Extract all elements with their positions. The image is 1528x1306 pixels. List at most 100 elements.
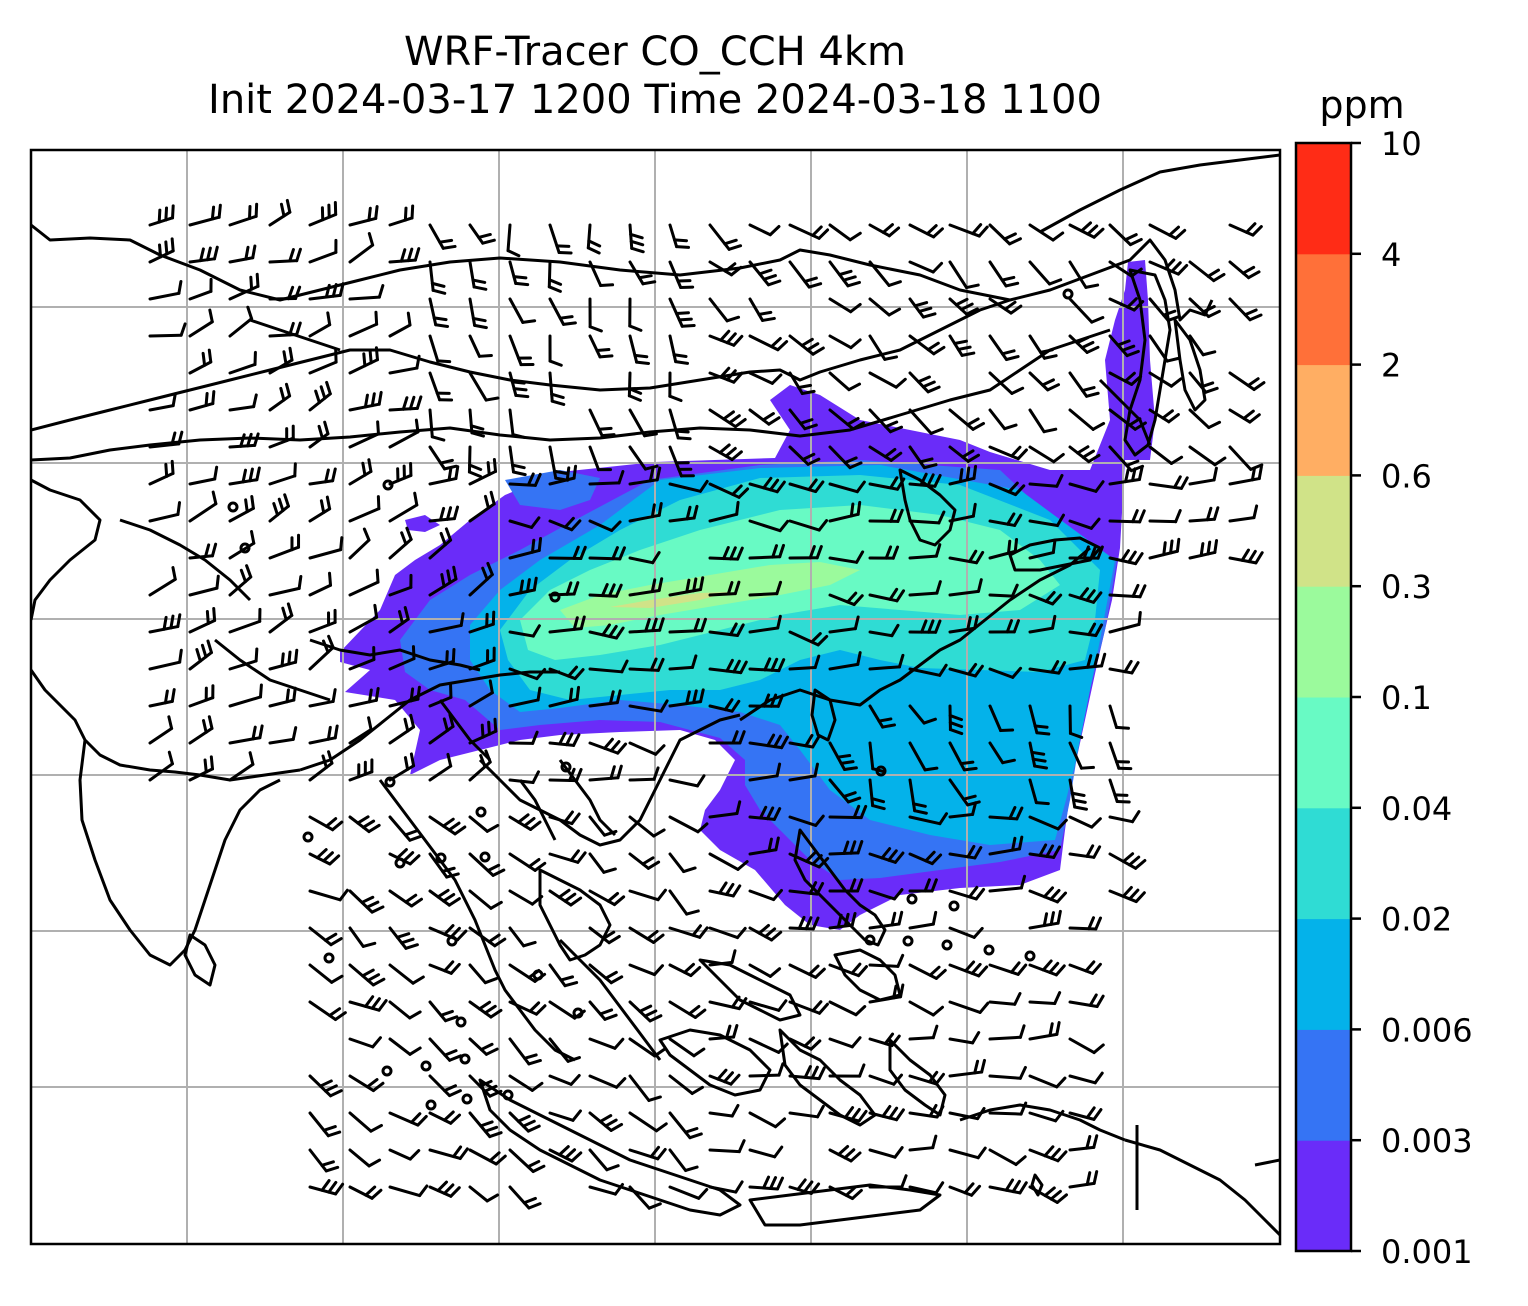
wind-barb-feather: [547, 285, 562, 293]
wind-barb-staff: [628, 260, 645, 286]
wind-barb-feather: [1068, 731, 1084, 739]
calm-wind-marker: [902, 935, 914, 947]
wind-barb-feather: [728, 414, 741, 425]
wind-barb-feather: [324, 1165, 340, 1173]
wind-barb-staff: [628, 1111, 658, 1133]
wind-barb-staff: [1068, 408, 1095, 431]
coastline: [31, 223, 1214, 322]
wind-barb-feather: [848, 231, 862, 242]
wind-barb-feather: [483, 1004, 497, 1015]
wind-barb-feather: [763, 657, 772, 672]
wind-barb-feather: [415, 395, 423, 410]
coastline: [1039, 153, 1280, 234]
coastline: [1254, 1158, 1280, 1167]
wind-barb-feather: [527, 857, 541, 869]
wind-barb-staff: [1108, 778, 1119, 803]
wind-barb-staff: [548, 741, 576, 747]
calm-wind-marker: [1062, 288, 1074, 300]
wind-barb-feather: [627, 394, 642, 402]
wind-barb-feather: [811, 225, 823, 237]
wind-barb-feather: [291, 726, 298, 741]
wind-barb-staff: [188, 726, 214, 745]
wind-barb-staff: [988, 445, 1020, 461]
wind-barb-feather: [775, 580, 783, 596]
wind-barb-staff: [788, 963, 818, 979]
wind-barb-staff: [1108, 297, 1136, 312]
wind-barb-staff: [1028, 371, 1050, 392]
wind-barb-staff: [508, 698, 540, 708]
wind-barb-staff: [868, 922, 901, 930]
wind-barb-staff: [1188, 334, 1205, 357]
wind-barb-feather: [408, 1010, 422, 1020]
wind-barb-staff: [188, 402, 215, 412]
wind-barb-feather: [966, 417, 980, 427]
wind-barb-staff: [748, 1000, 781, 1012]
wind-barb-feather: [281, 606, 288, 622]
wind-barb-feather: [962, 794, 977, 801]
wind-barb-staff: [948, 297, 969, 316]
wind-barb-staff: [668, 815, 700, 834]
wind-barb-feather: [1055, 1193, 1068, 1204]
wind-barb-staff: [628, 334, 639, 364]
wind-barb-feather: [1094, 623, 1104, 638]
wind-barb-feather: [1243, 308, 1258, 317]
wind-barb-feather: [361, 941, 377, 948]
wind-barb-staff: [1228, 260, 1251, 280]
wind-barb-feather: [1016, 448, 1028, 461]
wind-barb-staff: [1068, 664, 1104, 671]
wind-barb-feather: [208, 308, 214, 324]
wind-barb-staff: [828, 297, 853, 314]
wind-barb-feather: [628, 387, 643, 395]
wind-barb-staff: [988, 519, 1017, 527]
wind-barb-feather: [777, 1062, 785, 1077]
wind-barb-feather: [849, 878, 857, 893]
wind-barb-feather: [1093, 1071, 1104, 1085]
wind-barb-staff: [188, 696, 215, 708]
wind-barb-staff: [988, 260, 1008, 288]
wind-barb-feather: [770, 930, 783, 942]
wind-barb-feather: [1056, 818, 1068, 831]
wind-barb-feather: [1092, 1043, 1105, 1055]
wind-barb-feather: [1213, 539, 1219, 554]
wind-barb-staff: [188, 215, 221, 227]
wind-barb-staff: [708, 223, 731, 251]
wind-barb-staff: [748, 848, 778, 856]
wind-barb-feather: [1166, 314, 1181, 322]
wind-barb-staff: [588, 889, 616, 907]
wind-barb-feather: [611, 546, 619, 561]
wind-barb-staff: [628, 1074, 651, 1102]
wind-barb-staff: [668, 223, 679, 249]
wind-barb-feather: [440, 573, 446, 588]
wind-barb-feather: [468, 463, 483, 471]
wind-barb-feather: [471, 278, 487, 284]
wind-barb-feather: [1056, 909, 1062, 925]
wind-barb-staff: [828, 963, 861, 978]
wind-barb-feather: [333, 724, 339, 740]
map-area[interactable]: [31, 150, 1280, 1244]
wind-barb-feather: [956, 345, 972, 351]
wind-barb-staff: [628, 445, 647, 471]
wind-barb-staff: [148, 333, 183, 338]
wind-barb-feather: [652, 766, 660, 781]
wind-barb-feather: [913, 809, 928, 815]
wind-barb-staff: [708, 260, 733, 277]
wind-barb-feather: [486, 561, 494, 577]
wind-barb-feather: [1085, 391, 1100, 398]
wind-barb-feather: [530, 516, 541, 529]
wind-barb-feather: [569, 896, 583, 907]
wind-barb-feather: [361, 819, 376, 829]
wind-barb-feather: [800, 389, 816, 396]
wind-barb-feather: [530, 538, 536, 554]
wind-barb-feather: [630, 246, 645, 254]
wind-barb-staff: [428, 1185, 453, 1198]
wind-barb-feather: [850, 962, 862, 975]
wind-barb-feather: [804, 851, 817, 863]
wind-barb-feather: [325, 380, 332, 396]
calm-wind-marker: [323, 952, 335, 964]
wind-barb-feather: [373, 603, 379, 619]
wind-barb-staff: [508, 1074, 534, 1092]
wind-barb-feather: [370, 1188, 383, 1200]
wind-barb-staff: [348, 770, 374, 782]
colorbar-tick-label: 0.3: [1381, 568, 1432, 606]
wind-barb-staff: [668, 629, 704, 634]
